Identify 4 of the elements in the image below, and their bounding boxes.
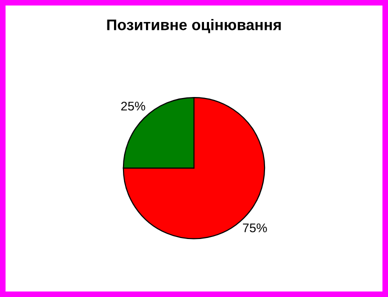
data-label: 25% (121, 102, 146, 111)
data-label: 75% (242, 224, 267, 232)
chart-title: Позитивне оцінювання (107, 19, 281, 34)
pie-slice (122, 96, 266, 240)
